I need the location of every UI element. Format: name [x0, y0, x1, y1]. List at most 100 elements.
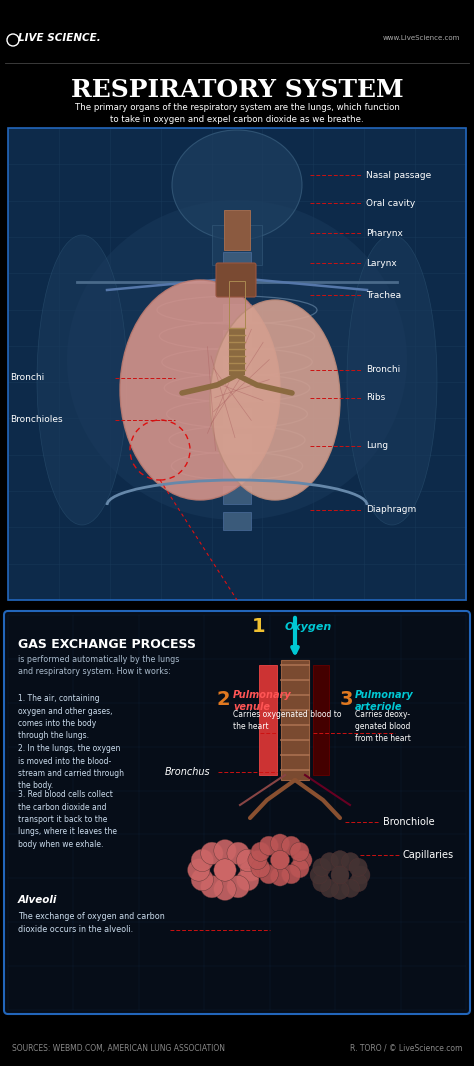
Text: Alveoli: Alveoli	[18, 895, 57, 905]
Text: Nasal passage: Nasal passage	[366, 171, 431, 179]
Circle shape	[201, 842, 223, 865]
Text: Bronchus: Bronchus	[164, 768, 210, 777]
Bar	[229, 281, 245, 328]
Circle shape	[251, 858, 270, 877]
Text: Carries deoxy-
genated blood
from the heart: Carries deoxy- genated blood from the he…	[355, 710, 411, 743]
Text: 2: 2	[216, 690, 230, 709]
Bar	[223, 252, 251, 270]
Ellipse shape	[347, 235, 437, 524]
Circle shape	[191, 850, 213, 872]
Circle shape	[282, 836, 301, 855]
Circle shape	[342, 853, 359, 871]
Circle shape	[342, 879, 359, 898]
Text: to take in oxygen and expel carbon dioxide as we breathe.: to take in oxygen and expel carbon dioxi…	[110, 115, 364, 125]
Text: Bronchiole: Bronchiole	[383, 817, 435, 827]
Text: 1. The air, containing
oxygen and other gases,
comes into the body
through the l: 1. The air, containing oxygen and other …	[18, 694, 112, 741]
Text: SOURCES: WEBMD.COM, AMERICAN LUNG ASSOCIATION: SOURCES: WEBMD.COM, AMERICAN LUNG ASSOCI…	[12, 1044, 225, 1052]
Text: Pulmonary
venule: Pulmonary venule	[233, 690, 292, 712]
Circle shape	[259, 865, 278, 884]
Circle shape	[201, 875, 223, 898]
Circle shape	[251, 842, 270, 861]
Circle shape	[313, 858, 331, 876]
Text: Bronchioles: Bronchioles	[10, 416, 63, 424]
Circle shape	[240, 859, 263, 882]
Ellipse shape	[172, 130, 302, 240]
Circle shape	[227, 842, 249, 865]
Circle shape	[331, 866, 349, 884]
Bar	[223, 461, 251, 478]
Ellipse shape	[120, 280, 280, 500]
Circle shape	[313, 874, 331, 891]
Circle shape	[290, 842, 309, 861]
Circle shape	[331, 851, 349, 869]
Circle shape	[237, 850, 259, 872]
Text: 1: 1	[251, 617, 265, 636]
FancyBboxPatch shape	[216, 263, 256, 297]
Text: R. TORO / © LiveScience.com: R. TORO / © LiveScience.com	[350, 1044, 462, 1052]
Text: The exchange of oxygen and carbon
dioxide occurs in the alveoli.: The exchange of oxygen and carbon dioxid…	[18, 912, 165, 934]
Circle shape	[310, 866, 328, 884]
Bar	[223, 486, 251, 504]
Text: Oxygen: Oxygen	[285, 621, 332, 632]
Circle shape	[248, 851, 267, 870]
Circle shape	[349, 874, 367, 891]
FancyBboxPatch shape	[4, 611, 470, 1014]
Circle shape	[352, 866, 370, 884]
Circle shape	[214, 859, 236, 882]
Text: Oral cavity: Oral cavity	[366, 198, 415, 208]
Bar	[281, 660, 309, 780]
Ellipse shape	[67, 200, 407, 520]
Circle shape	[270, 867, 290, 886]
Text: The primary organs of the respiratory system are the lungs, which function: The primary organs of the respiratory sy…	[74, 103, 400, 113]
Bar	[229, 328, 245, 375]
Bar	[224, 210, 250, 251]
Bar	[223, 434, 251, 452]
Ellipse shape	[37, 235, 127, 524]
Bar	[223, 382, 251, 400]
Text: Trachea: Trachea	[366, 291, 401, 300]
Bar	[223, 356, 251, 374]
Circle shape	[259, 836, 278, 855]
Text: Lung: Lung	[366, 441, 388, 451]
Text: GAS EXCHANGE PROCESS: GAS EXCHANGE PROCESS	[18, 637, 196, 651]
Text: Bronchi: Bronchi	[10, 373, 44, 383]
Circle shape	[237, 869, 259, 891]
Circle shape	[282, 865, 301, 884]
Circle shape	[331, 882, 349, 900]
Bar	[223, 512, 251, 530]
Circle shape	[214, 878, 236, 901]
Bar	[259, 665, 277, 775]
Text: Pulmonary
arteriole: Pulmonary arteriole	[355, 690, 414, 712]
Circle shape	[349, 858, 367, 876]
Bar	[223, 304, 251, 322]
Ellipse shape	[210, 300, 340, 500]
Text: 3: 3	[340, 690, 354, 709]
Bar	[313, 665, 329, 775]
Circle shape	[320, 879, 338, 898]
Circle shape	[290, 858, 309, 877]
Bar	[0, 0, 474, 65]
Text: 2. In the lungs, the oxygen
is moved into the blood-
stream and carried through
: 2. In the lungs, the oxygen is moved int…	[18, 744, 124, 791]
Text: Diaphragm: Diaphragm	[366, 505, 416, 515]
Text: 3. Red blood cells collect
the carbon dioxide and
transport it back to the
lungs: 3. Red blood cells collect the carbon di…	[18, 790, 117, 849]
Bar	[223, 408, 251, 426]
Text: LIVE SCIENCE.: LIVE SCIENCE.	[18, 33, 101, 43]
Bar	[212, 225, 262, 265]
Circle shape	[214, 840, 236, 862]
Text: Capillaries: Capillaries	[403, 850, 454, 860]
Text: Carries oxygenated blood to
the heart: Carries oxygenated blood to the heart	[233, 710, 341, 731]
Text: Pharynx: Pharynx	[366, 228, 403, 238]
Circle shape	[188, 859, 210, 882]
Text: is performed automatically by the lungs
and respiratory system. How it works:: is performed automatically by the lungs …	[18, 655, 179, 677]
Bar	[223, 278, 251, 296]
Circle shape	[191, 869, 213, 891]
Text: RESPIRATORY SYSTEM: RESPIRATORY SYSTEM	[71, 78, 403, 102]
Bar	[223, 330, 251, 348]
Bar	[8, 128, 466, 600]
Text: www.LiveScience.com: www.LiveScience.com	[383, 35, 460, 41]
Text: Ribs: Ribs	[366, 393, 385, 403]
Circle shape	[293, 851, 312, 870]
Bar	[8, 128, 466, 600]
Circle shape	[320, 853, 338, 871]
Text: Bronchi: Bronchi	[366, 366, 400, 374]
